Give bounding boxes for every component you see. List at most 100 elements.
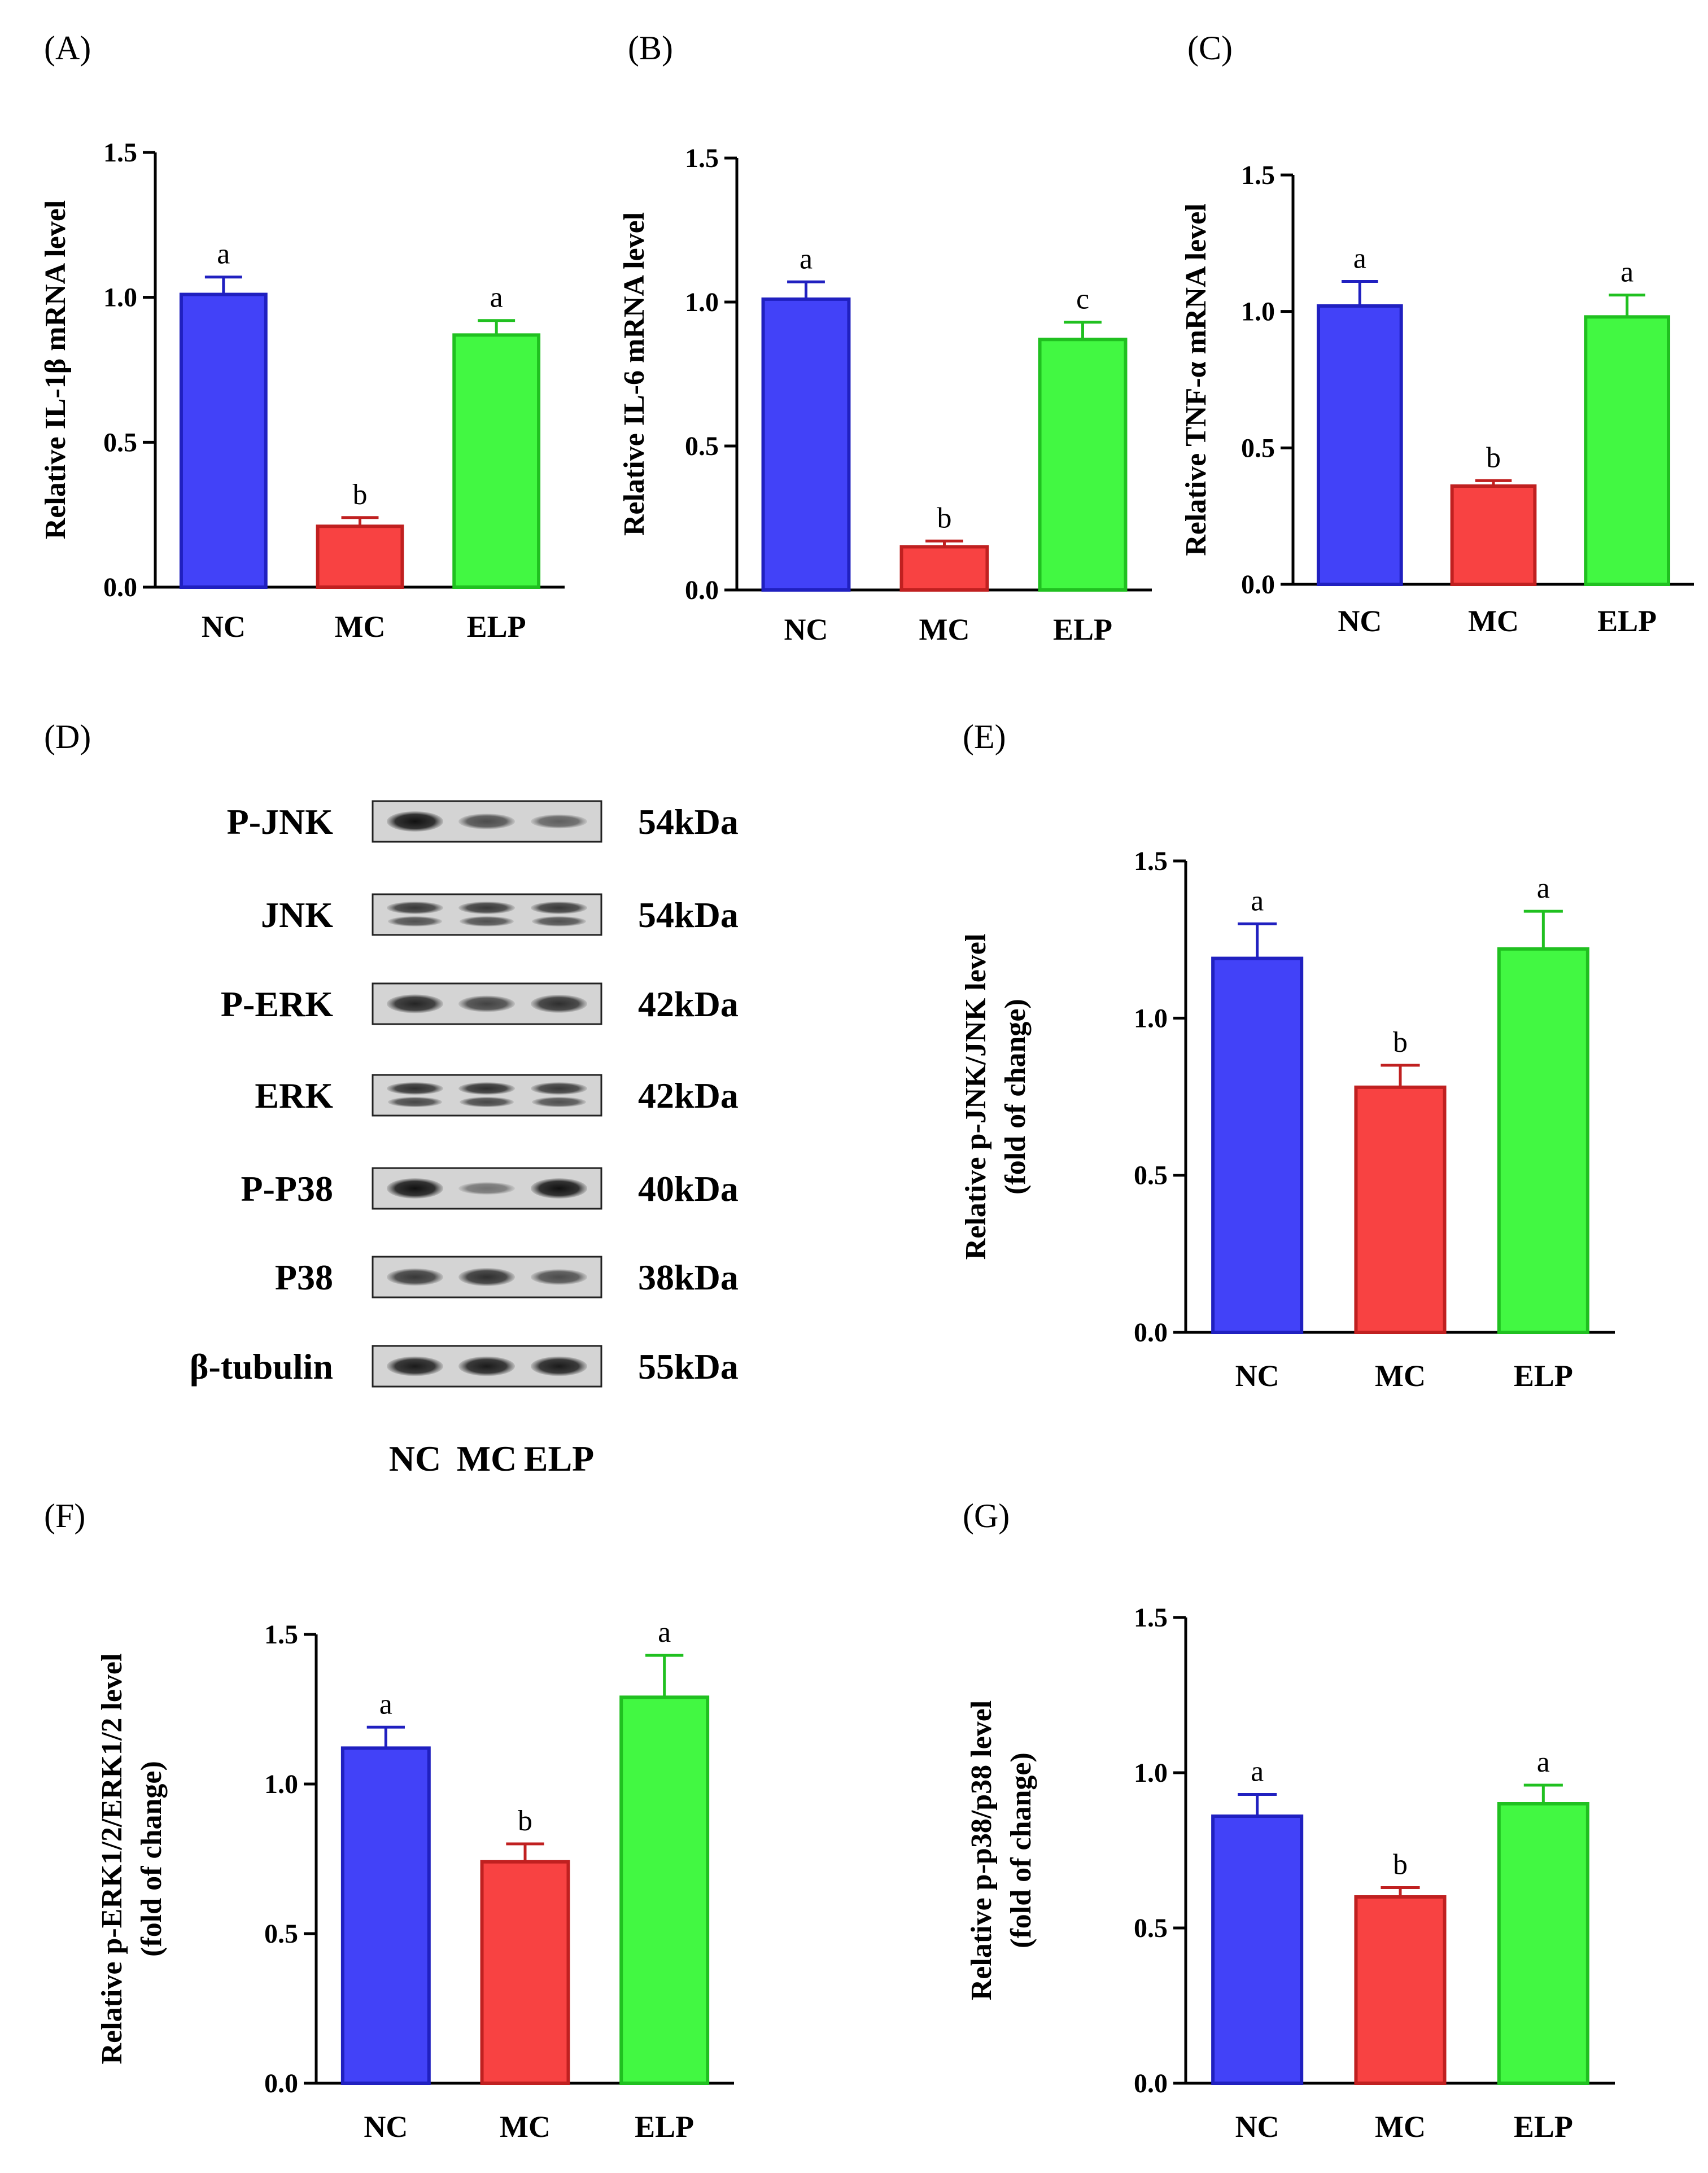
blot-band <box>388 916 442 926</box>
y-axis-title: Relative p-p38/p38 level <box>966 1700 998 2001</box>
y-axis-title: Relative p-ERK1/2/ERK1/2 level <box>96 1654 128 2065</box>
y-tick-label: 1.0 <box>685 287 719 317</box>
significance-label: b <box>1393 1026 1408 1059</box>
panel-label-b: (B) <box>628 29 673 67</box>
blot-band <box>458 902 515 914</box>
significance-label: b <box>1393 1849 1408 1881</box>
significance-label: a <box>1537 1746 1550 1778</box>
blot-lane-label: ELP <box>524 1439 594 1479</box>
significance-label: a <box>1251 1756 1264 1788</box>
y-axis-title: Relative TNF-α mRNA level <box>1180 203 1212 556</box>
blot-weight-label: 38kDa <box>638 1257 739 1297</box>
bar-nc <box>1211 1815 1304 2085</box>
blot-strip <box>372 1074 602 1117</box>
y-tick-label: 1.5 <box>1134 846 1168 876</box>
y-tick-label: 0.0 <box>685 575 719 605</box>
blot-band <box>458 814 515 829</box>
blot-protein-label: P38 <box>275 1257 333 1297</box>
blot-band <box>460 1097 514 1107</box>
bar-elp <box>619 1695 710 2085</box>
blot-band <box>387 1082 443 1095</box>
blot-weight-label: 54kDa <box>638 895 739 935</box>
y-tick-label: 1.0 <box>1134 1758 1168 1788</box>
y-tick-label: 0.5 <box>103 427 137 457</box>
significance-label: a <box>217 238 230 270</box>
blot-band <box>458 995 515 1012</box>
blot-weight-label: 54kDa <box>638 802 739 842</box>
significance-label: a <box>1251 885 1264 917</box>
x-tick-label: ELP <box>467 610 526 644</box>
panel-label-a: (A) <box>44 29 91 67</box>
x-tick-label: NC <box>1235 1359 1279 1393</box>
blot-lane-label: MC <box>457 1439 517 1479</box>
x-tick-label: ELP <box>635 2110 694 2144</box>
x-tick-label: NC <box>784 613 828 646</box>
panel-label-g: (G) <box>963 1497 1010 1534</box>
bar-mc <box>899 545 989 592</box>
chart-il1b: 0.0 0.5 1.0 1.5 a NC b MC a ELP Relative IL-1β mRN… <box>40 138 565 644</box>
chart-p-jnk-jnk: 0.0 0.5 1.0 1.5 a NC b MC a ELP Relative p-JNK/JNK… <box>960 846 1615 1393</box>
bar-nc <box>761 297 851 592</box>
blot-protein-label: ERK <box>255 1075 333 1116</box>
significance-label: a <box>1537 872 1550 904</box>
blot-row: P38 38kDa <box>275 1256 739 1298</box>
blot-band <box>531 1178 587 1199</box>
y-axis-title: Relative p-JNK/JNK level <box>960 934 992 1260</box>
blot-band <box>458 1356 515 1376</box>
blot-band <box>387 902 443 914</box>
x-tick-label: MC <box>1375 2110 1426 2144</box>
significance-label: a <box>800 243 812 275</box>
bar-nc <box>1211 956 1304 1334</box>
x-tick-label: MC <box>335 610 386 644</box>
panel-label-f: (F) <box>44 1497 85 1534</box>
bar-elp <box>452 333 541 589</box>
significance-label: b <box>1486 441 1501 474</box>
blot-band <box>458 1268 515 1286</box>
panel-label-c: (C) <box>1187 29 1233 67</box>
chart-tnfa: 0.0 0.5 1.0 1.5 a NC b MC a ELP Relative TNF-α mRN… <box>1180 160 1694 638</box>
blot-protein-label: JNK <box>261 895 333 935</box>
blot-band <box>531 1269 587 1285</box>
significance-label: a <box>1620 256 1633 288</box>
blot-band <box>387 994 443 1013</box>
y-tick-label: 0.5 <box>1241 433 1275 463</box>
blot-band <box>458 1182 515 1195</box>
blot-row: ERK 42kDa <box>255 1074 739 1117</box>
x-tick-label: ELP <box>1053 613 1112 646</box>
blot-band <box>531 1082 587 1095</box>
x-tick-label: NC <box>364 2110 408 2144</box>
y-tick-label: 1.0 <box>264 1769 298 1799</box>
bar-elp <box>1497 1802 1589 2085</box>
x-tick-label: MC <box>919 613 970 646</box>
x-tick-label: NC <box>1235 2110 1279 2144</box>
blot-weight-label: 42kDa <box>638 1075 739 1116</box>
bar-nc <box>1316 304 1403 586</box>
blot-protein-label: P-ERK <box>221 984 333 1024</box>
blot-band <box>531 1356 587 1376</box>
x-tick-label: ELP <box>1514 1359 1573 1393</box>
blot-protein-label: P-JNK <box>227 802 334 842</box>
y-tick-label: 1.5 <box>1241 160 1275 190</box>
y-tick-label: 1.5 <box>1134 1603 1168 1633</box>
blot-band <box>387 811 443 832</box>
blot-protein-label: P-P38 <box>241 1169 334 1209</box>
bar-nc <box>340 1746 431 2085</box>
y-tick-label: 0.0 <box>264 2069 298 2098</box>
significance-label: a <box>379 1688 392 1720</box>
blot-row: P-JNK 54kDa <box>227 800 739 843</box>
blot-weight-label: 55kDa <box>638 1346 739 1387</box>
blot-band <box>531 902 587 914</box>
bar-nc <box>179 292 268 589</box>
blot-band <box>387 1356 443 1376</box>
blot-band <box>388 1097 442 1107</box>
blot-band <box>532 1097 586 1107</box>
chart-p-p38-p38: 0.0 0.5 1.0 1.5 a NC b MC a ELP Relative p-p38/p38… <box>966 1603 1615 2144</box>
x-tick-label: MC <box>1375 1359 1426 1393</box>
y-tick-label: 0.5 <box>264 1919 298 1949</box>
y-tick-label: 1.5 <box>685 143 719 173</box>
blot-lane-label: NC <box>389 1439 441 1479</box>
blot-band <box>460 916 514 926</box>
western-blot: P-JNK 54kDa JNK 54kDa P-ERK 42kDa ERK 42kDa P-P3… <box>190 800 739 1479</box>
chart-p-erk-erk: 0.0 0.5 1.0 1.5 a NC b MC a ELP Relative p-ERK1/2/… <box>96 1616 734 2144</box>
